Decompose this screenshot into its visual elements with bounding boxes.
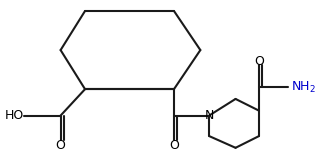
Text: N: N xyxy=(204,109,214,122)
Text: O: O xyxy=(254,55,264,68)
Text: HO: HO xyxy=(5,109,24,122)
Text: O: O xyxy=(56,139,66,152)
Text: O: O xyxy=(169,139,179,152)
Text: NH$_2$: NH$_2$ xyxy=(291,80,316,95)
